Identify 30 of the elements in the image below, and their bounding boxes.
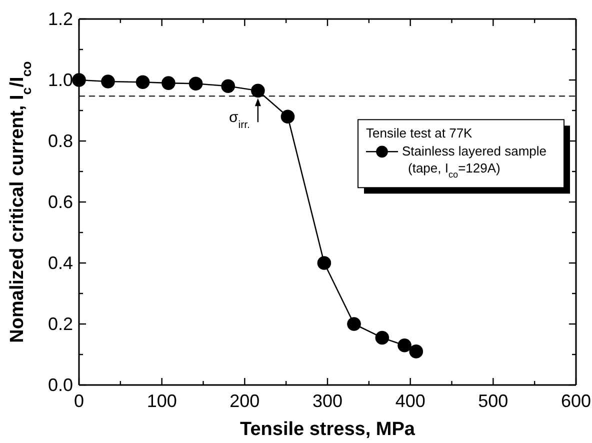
point [136,75,150,90]
x-tick-label: 500 [478,391,508,411]
point [101,74,115,88]
y-tick-label: 0.0 [48,374,73,395]
point [347,317,361,331]
x-tick-label: 400 [395,391,426,411]
y-tick-label: 0.6 [48,192,73,212]
point [280,110,295,124]
y-tick-label: 0.4 [48,252,73,273]
y-tick-label: 0.8 [48,130,73,151]
point [409,344,424,358]
point [188,76,203,91]
x-axis-title: Tensile stress, MPa [240,419,416,440]
point [221,79,236,93]
x-tick-label: 200 [230,391,260,411]
legend-title: Tensile test at 77K [366,126,473,141]
point [398,338,412,352]
x-tick-label: 600 [560,391,592,411]
x-tick-label: 100 [146,391,177,411]
y-tick-label: 1.2 [48,8,73,29]
legend-label: Stainless layered sample (tape, I$_{co}$=129A) [402,144,547,180]
annotation: σ$_{irr.}$ [228,109,250,132]
x-tick-label: 0 [74,391,84,411]
y-tick-label: 1.0 [48,70,73,90]
y-tick-label: 0.2 [48,314,73,334]
point [317,256,332,270]
point [375,330,390,345]
point [162,76,176,90]
x-tick-label: 300 [312,391,343,411]
point [251,84,265,98]
